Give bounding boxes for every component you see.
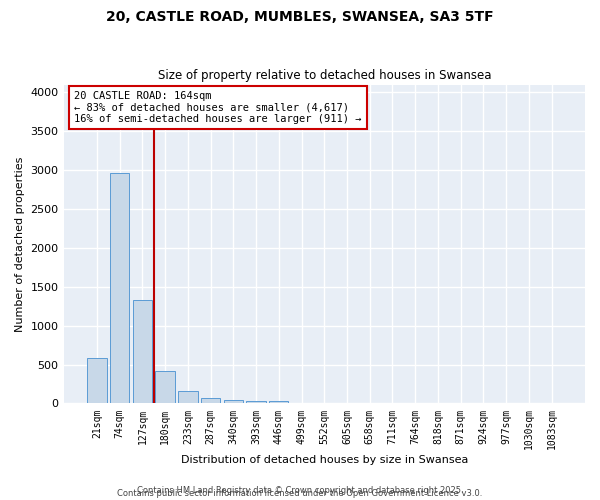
Bar <box>155 371 175 404</box>
Text: Contains HM Land Registry data © Crown copyright and database right 2025.: Contains HM Land Registry data © Crown c… <box>137 486 463 495</box>
Bar <box>224 400 243 404</box>
Bar <box>269 400 289 404</box>
Bar <box>178 392 197 404</box>
Bar <box>87 358 107 404</box>
Text: 20, CASTLE ROAD, MUMBLES, SWANSEA, SA3 5TF: 20, CASTLE ROAD, MUMBLES, SWANSEA, SA3 5… <box>106 10 494 24</box>
X-axis label: Distribution of detached houses by size in Swansea: Distribution of detached houses by size … <box>181 455 468 465</box>
Text: 20 CASTLE ROAD: 164sqm
← 83% of detached houses are smaller (4,617)
16% of semi-: 20 CASTLE ROAD: 164sqm ← 83% of detached… <box>74 91 361 124</box>
Text: Contains public sector information licensed under the Open Government Licence v3: Contains public sector information licen… <box>118 488 482 498</box>
Bar <box>201 398 220 404</box>
Y-axis label: Number of detached properties: Number of detached properties <box>15 156 25 332</box>
Title: Size of property relative to detached houses in Swansea: Size of property relative to detached ho… <box>158 69 491 82</box>
Bar <box>247 400 266 404</box>
Bar <box>110 173 130 404</box>
Bar <box>133 300 152 404</box>
